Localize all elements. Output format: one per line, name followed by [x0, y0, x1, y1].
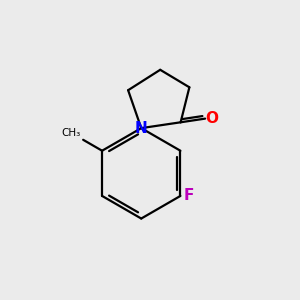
Text: CH₃: CH₃ — [61, 128, 80, 138]
Text: N: N — [135, 121, 148, 136]
Text: F: F — [183, 188, 194, 203]
Text: O: O — [205, 110, 218, 125]
